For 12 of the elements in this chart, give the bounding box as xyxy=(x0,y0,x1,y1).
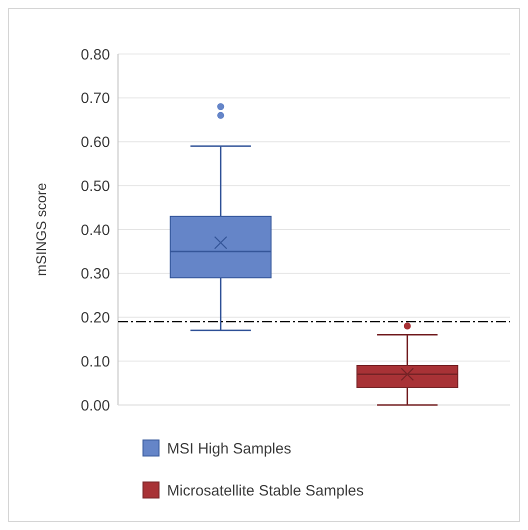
y-tick-label: 0.30 xyxy=(80,266,110,283)
y-tick-label: 0.50 xyxy=(80,178,110,195)
y-tick-label: 0.70 xyxy=(80,90,110,108)
y-tick-label: 0.40 xyxy=(80,222,110,239)
y-tick-label: 0.80 xyxy=(80,46,110,64)
legend-label: MSI High Samples xyxy=(167,440,292,458)
y-tick-label: 0.10 xyxy=(80,353,110,370)
y-tick-label: 0.20 xyxy=(80,310,110,326)
y-axis-title: mSINGS score xyxy=(33,182,49,276)
y-tick-label: 0.00 xyxy=(80,397,110,414)
legend-label: Microsatellite Stable Samples xyxy=(167,482,364,500)
y-tick-label: 0.60 xyxy=(80,134,110,151)
